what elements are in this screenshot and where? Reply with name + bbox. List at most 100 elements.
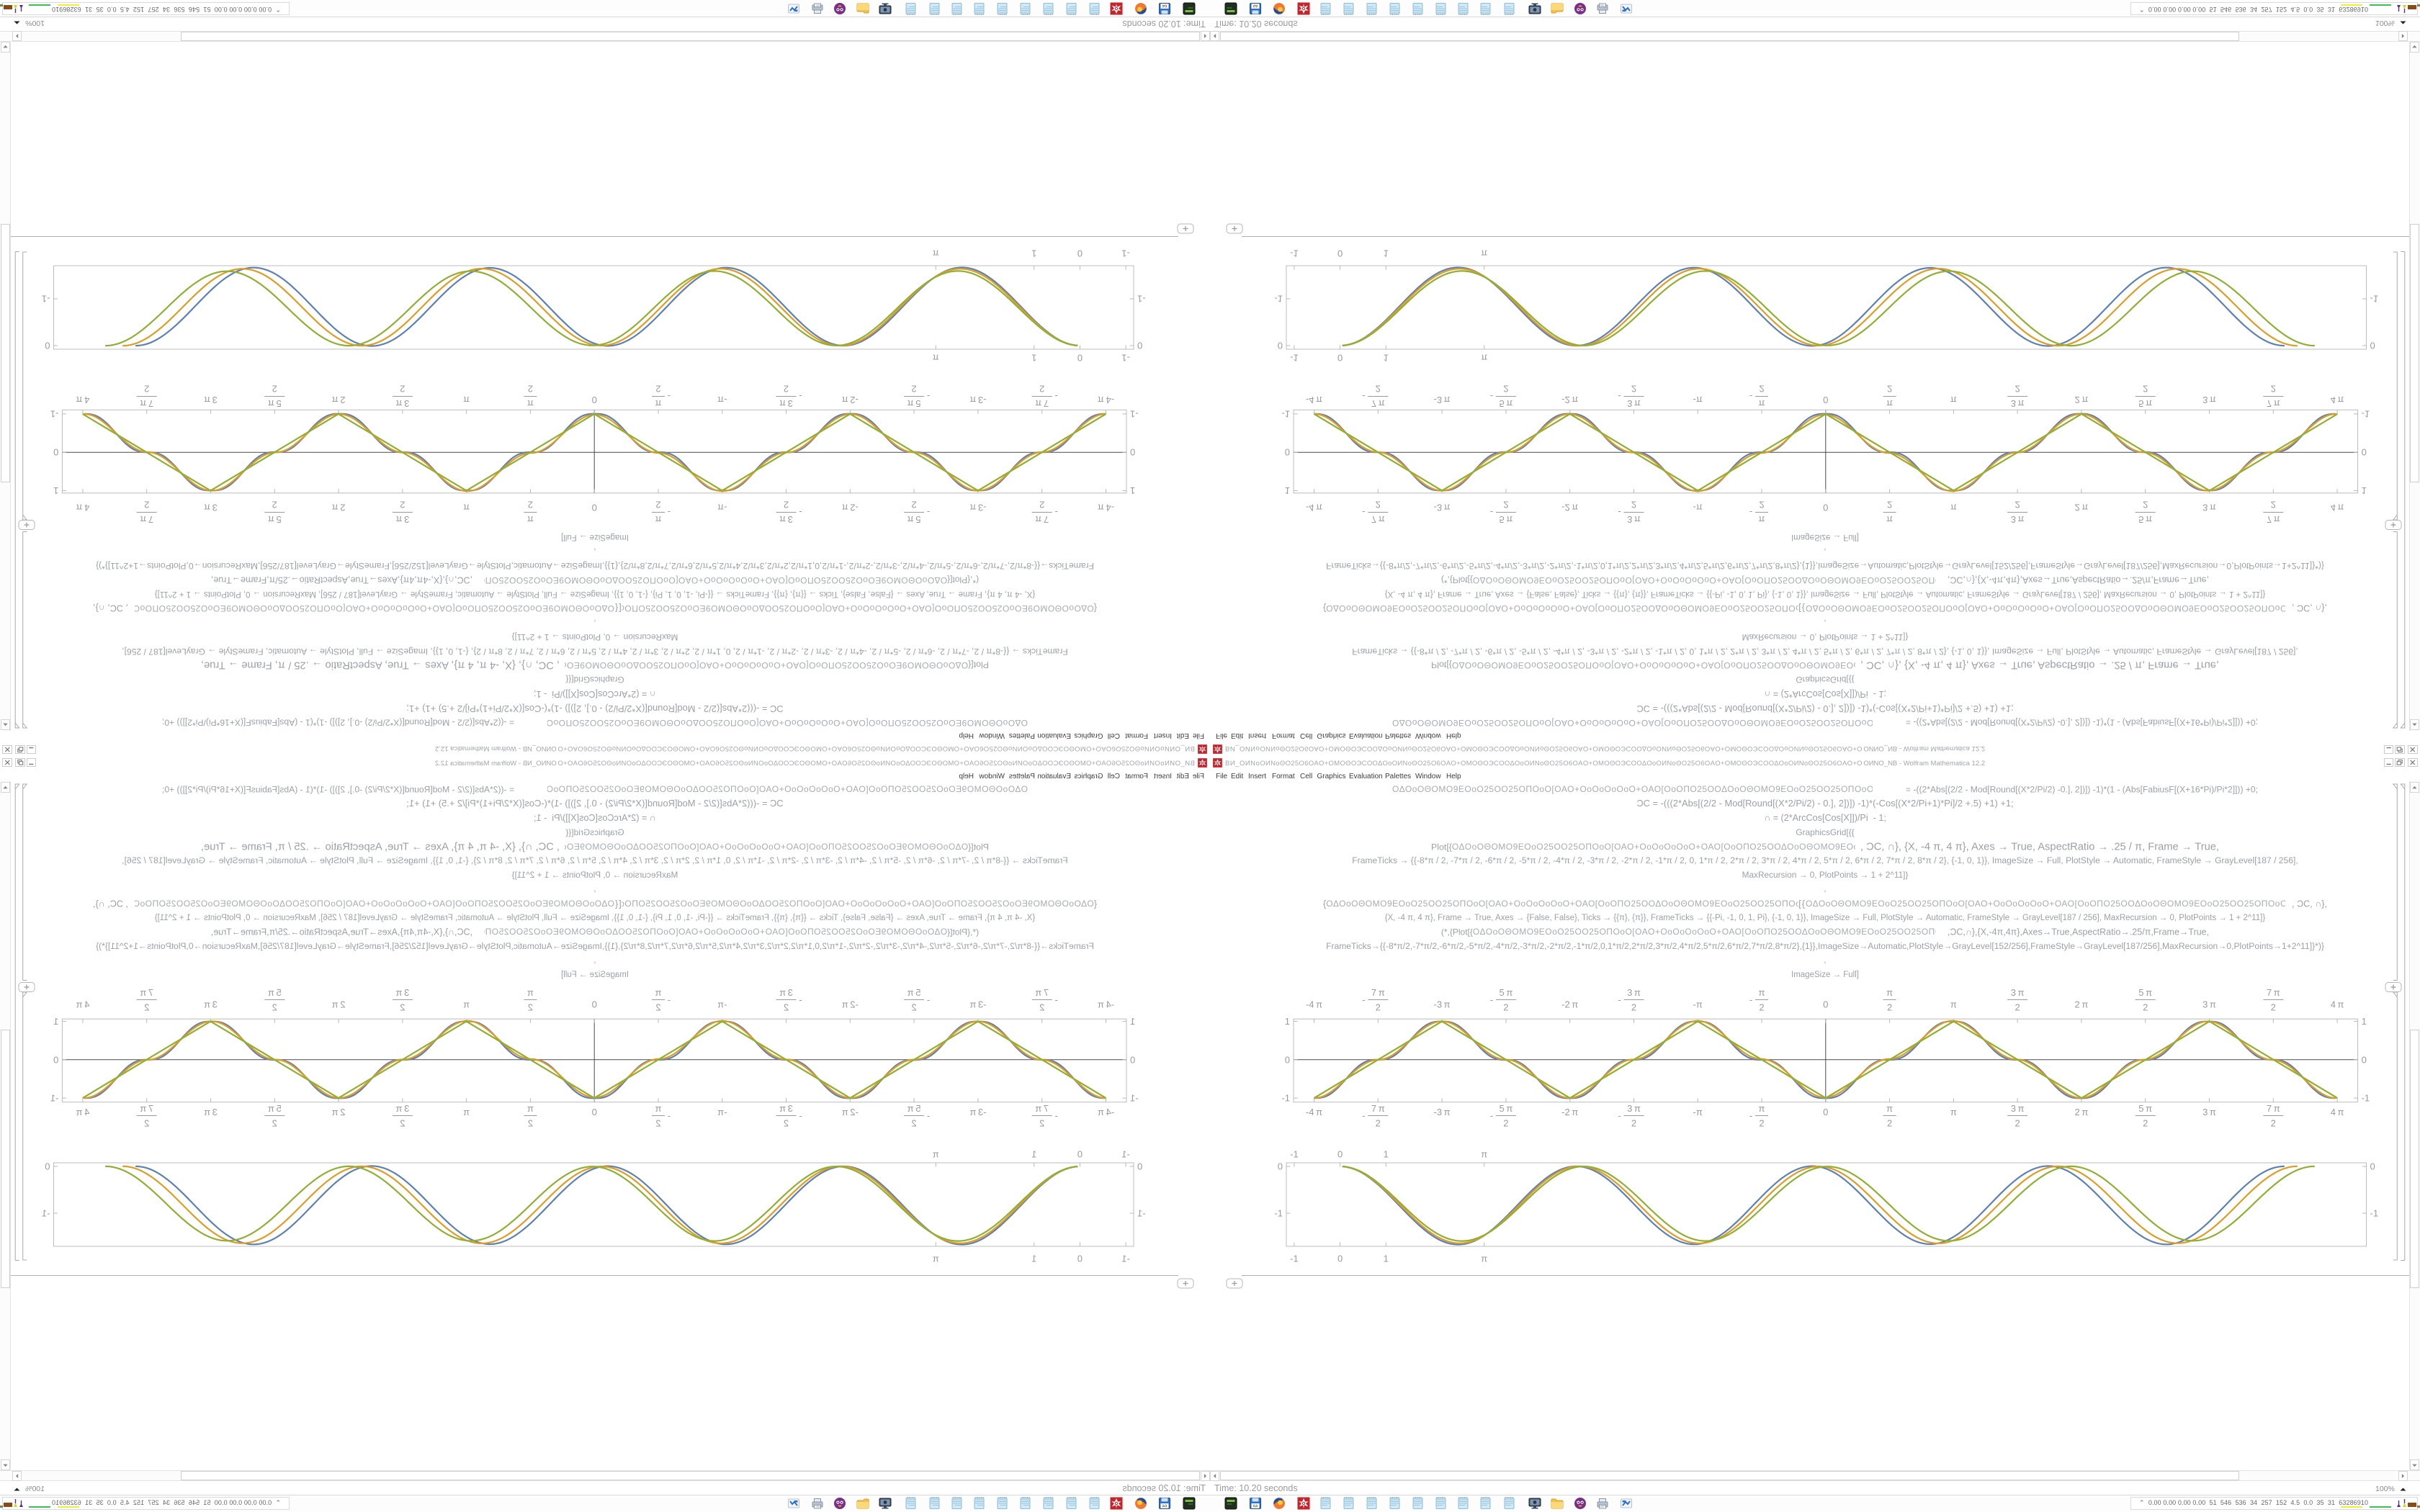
svg-text:2: 2: [1759, 1118, 1764, 1129]
svg-text:-1: -1: [1130, 1093, 1139, 1104]
svg-text:3 π: 3 π: [2011, 987, 2025, 998]
svg-text:2: 2: [1503, 1118, 1508, 1129]
svg-text:2: 2: [528, 1118, 533, 1129]
svg-text:2: 2: [2143, 500, 2148, 510]
svg-text:64: 64: [1253, 1505, 1258, 1509]
svg-text:-π: -π: [1693, 1107, 1703, 1117]
svg-text:0: 0: [1337, 1149, 1343, 1160]
svg-text:-1: -1: [50, 408, 59, 419]
svg-text:-2 π: -2 π: [1561, 1107, 1578, 1117]
svg-text:-4 π: -4 π: [1098, 999, 1114, 1010]
svg-text:0: 0: [1285, 1054, 1290, 1065]
svg-text:3 π: 3 π: [204, 999, 218, 1010]
svg-text:2: 2: [911, 500, 916, 510]
svg-text:2 π: 2 π: [332, 1107, 346, 1117]
svg-text:0: 0: [1130, 447, 1135, 458]
svg-text:-: -: [799, 994, 802, 1005]
svg-text:3 π: 3 π: [1627, 987, 1641, 998]
svg-text:64: 64: [1253, 4, 1258, 8]
svg-text:3 π: 3 π: [2202, 503, 2216, 513]
svg-text:-π: -π: [1693, 999, 1703, 1010]
svg-text:-: -: [799, 391, 802, 402]
svg-text:2: 2: [1887, 500, 1892, 510]
svg-text:2: 2: [528, 1002, 533, 1013]
svg-text:0: 0: [592, 395, 597, 405]
svg-text:2: 2: [784, 500, 789, 510]
svg-text:2: 2: [911, 1002, 916, 1013]
svg-text:2: 2: [272, 384, 277, 395]
svg-text:1: 1: [1285, 485, 1290, 496]
svg-text:0: 0: [1077, 1254, 1083, 1264]
svg-text:0: 0: [45, 1161, 50, 1172]
svg-text:2: 2: [400, 1118, 405, 1129]
svg-text:π: π: [1481, 353, 1487, 364]
svg-text:-: -: [668, 391, 671, 402]
svg-text:-: -: [927, 507, 930, 518]
svg-text:-2 π: -2 π: [842, 395, 859, 405]
svg-text:2: 2: [1887, 1118, 1892, 1129]
svg-text:3 π: 3 π: [2202, 999, 2216, 1010]
svg-text:3 π: 3 π: [2011, 398, 2025, 409]
svg-text:-: -: [927, 391, 930, 402]
svg-text:3 π: 3 π: [2011, 1103, 2025, 1114]
svg-text:-: -: [1618, 994, 1621, 1005]
svg-text:-1: -1: [1290, 248, 1299, 259]
svg-text:π: π: [655, 987, 661, 998]
svg-text:2: 2: [1503, 500, 1508, 510]
svg-text:0: 0: [1823, 1107, 1828, 1117]
svg-text:7 π: 7 π: [2267, 398, 2280, 409]
svg-text:2: 2: [2271, 500, 2276, 510]
svg-text:2: 2: [1759, 384, 1764, 395]
svg-text:-2 π: -2 π: [842, 503, 859, 513]
svg-text:π: π: [463, 999, 470, 1010]
svg-text:-: -: [1490, 994, 1493, 1005]
svg-text:0: 0: [1278, 1161, 1283, 1172]
svg-text:2: 2: [400, 500, 405, 510]
svg-text:7 π: 7 π: [1371, 987, 1385, 998]
svg-text:2: 2: [2015, 1118, 2020, 1129]
svg-text:2: 2: [2271, 1118, 2276, 1129]
svg-text:0: 0: [592, 999, 597, 1010]
svg-text:-1: -1: [1137, 294, 1146, 305]
svg-text:1: 1: [1285, 1016, 1290, 1027]
svg-text:4 π: 4 π: [76, 395, 89, 405]
svg-text:2: 2: [1376, 1118, 1381, 1129]
svg-text:-π: -π: [717, 503, 727, 513]
svg-text:-4 π: -4 π: [1098, 395, 1114, 405]
svg-text:2: 2: [1503, 1002, 1508, 1013]
svg-text:2: 2: [528, 384, 533, 395]
svg-text:2: 2: [1631, 1002, 1636, 1013]
svg-text:π: π: [1481, 1254, 1487, 1264]
svg-text:-1: -1: [2362, 408, 2370, 419]
svg-text:5 π: 5 π: [1499, 987, 1512, 998]
svg-text:0: 0: [1130, 1054, 1135, 1065]
svg-text:0: 0: [592, 503, 597, 513]
svg-text:π: π: [1759, 987, 1765, 998]
svg-text:0: 0: [1337, 248, 1343, 259]
svg-text:3 π: 3 π: [395, 1103, 409, 1114]
svg-text:2: 2: [1887, 384, 1892, 395]
svg-text:-π: -π: [717, 395, 727, 405]
svg-text:2: 2: [1887, 1002, 1892, 1013]
svg-text:5 π: 5 π: [908, 987, 921, 998]
svg-text:0: 0: [592, 1107, 597, 1117]
svg-text:-1: -1: [1274, 1208, 1283, 1219]
svg-text:2: 2: [655, 1118, 660, 1129]
svg-text:2: 2: [655, 1002, 660, 1013]
svg-text:π: π: [933, 1149, 939, 1160]
svg-text:π: π: [527, 514, 534, 525]
svg-text:π: π: [1886, 398, 1893, 409]
svg-text:3 π: 3 π: [2202, 395, 2216, 405]
svg-text:π: π: [1481, 248, 1487, 259]
svg-text:3 π: 3 π: [1627, 514, 1641, 525]
svg-text:2: 2: [400, 1002, 405, 1013]
svg-text:5 π: 5 π: [268, 987, 282, 998]
svg-text:2: 2: [1759, 1002, 1764, 1013]
svg-text:-4 π: -4 π: [1306, 395, 1322, 405]
svg-text:0: 0: [2362, 1054, 2367, 1065]
svg-text:2: 2: [1631, 1118, 1636, 1129]
svg-text:2: 2: [1039, 500, 1044, 510]
svg-text:1: 1: [1384, 353, 1389, 364]
svg-text:-3 π: -3 π: [969, 1107, 986, 1117]
svg-text:2: 2: [1039, 384, 1044, 395]
